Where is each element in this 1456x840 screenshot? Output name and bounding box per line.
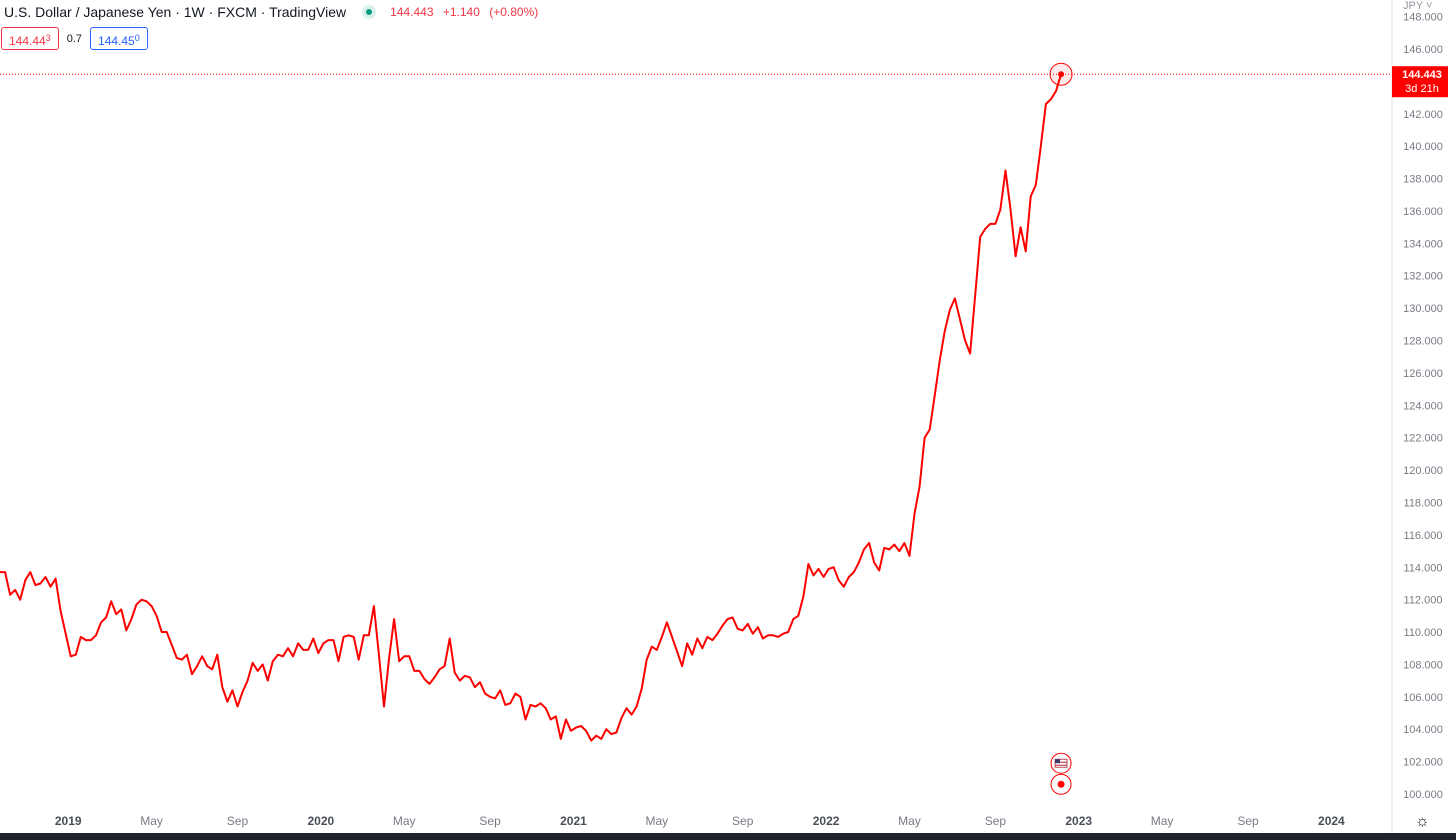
y-tick-label: 130.000 bbox=[1403, 303, 1443, 315]
buy-price: 144.45 bbox=[98, 34, 135, 48]
x-tick-label: 2022 bbox=[813, 814, 840, 828]
price-label-value: 144.443 bbox=[1402, 69, 1442, 81]
y-tick-label: 128.000 bbox=[1403, 336, 1443, 348]
x-tick-label: May bbox=[646, 814, 669, 828]
y-tick-label: 112.000 bbox=[1404, 595, 1443, 607]
sell-price: 144.44 bbox=[9, 34, 46, 48]
y-tick-label: 116.000 bbox=[1404, 530, 1443, 542]
x-tick-label: May bbox=[898, 814, 921, 828]
gear-icon[interactable]: ☼ bbox=[1415, 813, 1430, 830]
chart-header: U.S. Dollar / Japanese Yen · 1W · FXCM ·… bbox=[4, 2, 544, 22]
market-open-status-icon bbox=[362, 5, 377, 19]
y-tick-label: 134.000 bbox=[1403, 238, 1443, 250]
quote-summary: 144.443 +1.140 (+0.80%) bbox=[390, 5, 544, 19]
x-tick-label: 2023 bbox=[1065, 814, 1092, 828]
y-tick-label: 140.000 bbox=[1403, 141, 1443, 153]
spread-value: 0.7 bbox=[66, 32, 83, 45]
x-tick-label: May bbox=[1151, 814, 1174, 828]
x-tick-label: Sep bbox=[732, 814, 754, 828]
price-label-countdown: 3d 21h bbox=[1405, 83, 1439, 95]
buy-price-pip: 0 bbox=[134, 33, 140, 43]
y-tick-label: 102.000 bbox=[1403, 757, 1443, 769]
y-tick-label: 124.000 bbox=[1403, 400, 1443, 412]
price-change: +1.140 bbox=[442, 5, 480, 19]
y-tick-label: 118.000 bbox=[1404, 497, 1443, 509]
price-label-bg bbox=[1392, 66, 1448, 98]
x-tick-label: Sep bbox=[985, 814, 1007, 828]
buy-button[interactable]: 144.450 bbox=[90, 27, 148, 50]
y-tick-label: 100.000 bbox=[1403, 789, 1443, 801]
x-tick-label: Sep bbox=[479, 814, 501, 828]
y-tick-label: 122.000 bbox=[1403, 433, 1443, 445]
y-tick-label: 120.000 bbox=[1403, 465, 1443, 477]
y-tick-label: 132.000 bbox=[1403, 271, 1443, 283]
y-tick-label: 138.000 bbox=[1403, 174, 1443, 186]
x-tick-label: 2020 bbox=[307, 814, 334, 828]
sell-price-pip: 3 bbox=[45, 33, 51, 43]
x-tick-label: May bbox=[393, 814, 416, 828]
y-tick-label: 108.000 bbox=[1403, 659, 1443, 671]
price-line-series bbox=[0, 73, 1063, 742]
y-tick-label: 146.000 bbox=[1403, 44, 1443, 56]
x-tick-label: Sep bbox=[1237, 814, 1259, 828]
currency-label: JPY bbox=[1403, 0, 1423, 12]
y-tick-label: 136.000 bbox=[1403, 206, 1443, 218]
last-point-marker bbox=[1058, 71, 1065, 78]
x-tick-label: 2024 bbox=[1318, 814, 1345, 828]
bottom-toolbar-strip bbox=[0, 833, 1456, 840]
y-tick-label: 148.000 bbox=[1403, 12, 1443, 24]
currency-selector[interactable]: JPY ˅ bbox=[1403, 0, 1433, 12]
x-tick-label: Sep bbox=[227, 814, 249, 828]
symbol-title[interactable]: U.S. Dollar / Japanese Yen · 1W · FXCM ·… bbox=[4, 4, 347, 20]
x-tick-label: 2021 bbox=[560, 814, 587, 828]
y-tick-label: 104.000 bbox=[1403, 724, 1443, 736]
y-tick-label: 126.000 bbox=[1403, 368, 1443, 380]
y-tick-label: 142.000 bbox=[1403, 109, 1443, 121]
y-tick-label: 106.000 bbox=[1403, 692, 1443, 704]
y-tick-label: 114.000 bbox=[1404, 562, 1443, 574]
trade-buttons: 144.443 0.7 144.450 bbox=[1, 27, 148, 50]
x-tick-label: 2019 bbox=[55, 814, 82, 828]
x-tick-label: May bbox=[140, 814, 163, 828]
sell-button[interactable]: 144.443 bbox=[1, 27, 59, 50]
price-change-pct: (+0.80%) bbox=[489, 5, 539, 19]
last-price: 144.443 bbox=[390, 5, 434, 19]
event-dot-icon bbox=[1057, 780, 1065, 788]
us-flag-canton bbox=[1055, 759, 1061, 764]
y-tick-label: 110.000 bbox=[1404, 627, 1443, 639]
